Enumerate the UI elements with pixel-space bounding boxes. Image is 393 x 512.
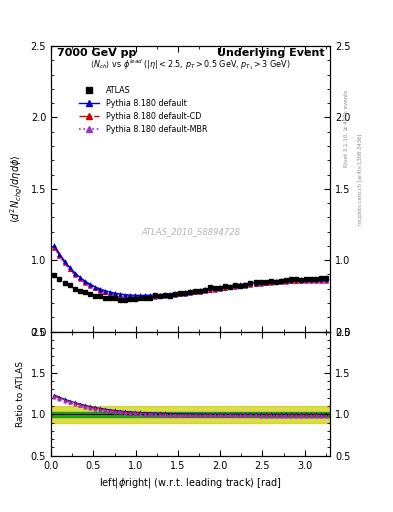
Text: Underlying Event: Underlying Event [217,48,325,57]
Text: ATLAS_2010_S8894728: ATLAS_2010_S8894728 [141,227,240,236]
Y-axis label: $\langle d^2 N_{chg}/d\eta d\phi \rangle$: $\langle d^2 N_{chg}/d\eta d\phi \rangle… [9,155,25,223]
Bar [51,412,330,417]
X-axis label: left$|\phi$right$|$ (w.r.t. leading track) [rad]: left$|\phi$right$|$ (w.r.t. leading trac… [99,476,282,490]
Text: Rivet 3.1.10, ≥ 400k events: Rivet 3.1.10, ≥ 400k events [344,90,349,166]
Text: 7000 GeV pp: 7000 GeV pp [57,48,136,57]
Text: $\langle N_{ch}\rangle$ vs $\phi^{lead}$ ($|\eta| < 2.5$, $p_T > 0.5$ GeV, $p_{T: $\langle N_{ch}\rangle$ vs $\phi^{lead}$… [90,57,291,73]
Legend: ATLAS, Pythia 8.180 default, Pythia 8.180 default-CD, Pythia 8.180 default-MBR: ATLAS, Pythia 8.180 default, Pythia 8.18… [77,84,209,136]
Y-axis label: Ratio to ATLAS: Ratio to ATLAS [16,360,25,426]
Text: mcplots.cern.ch [arXiv:1306.3436]: mcplots.cern.ch [arXiv:1306.3436] [358,134,363,225]
Bar [51,406,330,422]
